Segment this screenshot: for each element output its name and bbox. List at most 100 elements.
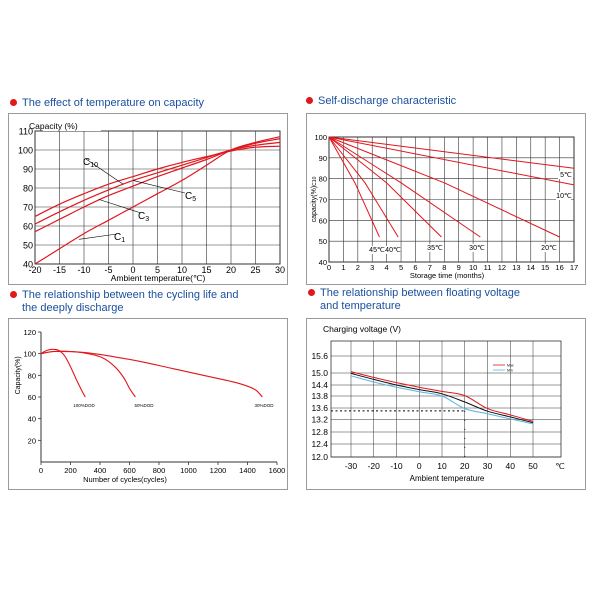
x-tick-label: 16	[555, 263, 563, 272]
chart-temperature-capacity: -20 -15 -10 -5 0 5 10 15 20 25 30 40 50 60 70 80 90 100 11…	[18, 121, 285, 283]
x-tick-label: 1600	[269, 466, 286, 475]
x-axis-label: Ambient temperature	[410, 474, 485, 483]
series-label: 50%DOD	[134, 403, 154, 408]
x-tick-label: 5	[399, 263, 403, 272]
series-label: 20℃	[541, 245, 557, 252]
y-tick-label: 13.8	[311, 391, 328, 401]
heading-text: The effect of temperature on capacity	[22, 97, 205, 109]
curve-min	[350, 375, 534, 425]
chart-cycle-life: 0 200 400 600 800 1000 1200 1400 1600 20 40 60 80 100…	[15, 328, 286, 484]
y-tick-label: 100	[314, 133, 327, 142]
curve-c1	[34, 136, 281, 265]
x-tick-label: 30	[275, 265, 285, 275]
x-tick-label: 8	[442, 263, 446, 272]
curve-35c	[328, 136, 442, 238]
y-tick-label: 90	[319, 154, 327, 163]
series-label-c10: C10	[83, 157, 98, 169]
chart-panel-temperature-capacity: -20 -15 -10 -5 0 5 10 15 20 25 30 40 50 60 70 80 90 100 11…	[8, 113, 288, 285]
x-tick-label: 800	[153, 466, 166, 475]
x-tick-label: 6	[413, 263, 417, 272]
x-tick-label: -30	[345, 461, 358, 471]
x-axis-label: Ambient temperature(℃)	[111, 273, 206, 283]
x-tick-label: 13	[512, 263, 520, 272]
curve-30pct-dod	[40, 350, 263, 398]
leader-line	[85, 158, 124, 185]
y-tick-label: 60	[319, 216, 327, 225]
x-tick-label: 50	[528, 461, 538, 471]
legend-label: Min	[507, 369, 513, 373]
x-tick-label: 17	[570, 263, 578, 272]
series-label-backdrop	[369, 246, 384, 254]
heading-text: The relationship between the cycling lif…	[22, 289, 239, 301]
curve-5c	[328, 136, 575, 169]
y-axis-label: capacity(%)C10	[311, 176, 318, 222]
x-tick-label: 400	[94, 466, 107, 475]
x-tick-label: -20	[368, 461, 381, 471]
heading-floating-voltage: The relationship between floating voltag…	[308, 287, 520, 313]
series-label: 40℃	[385, 247, 401, 254]
y-tick-label: 14.4	[311, 380, 328, 390]
y-tick-label: 90	[23, 165, 33, 175]
y-tick-label: 70	[319, 196, 327, 205]
x-tick-label: 10	[177, 265, 187, 275]
x-tick-label: 11	[484, 263, 492, 272]
y-tick-label: 40	[28, 415, 36, 424]
series-label: 45℃	[369, 247, 385, 254]
x-tick-label: 10	[469, 263, 477, 272]
y-tick-label: 20	[28, 436, 36, 445]
series-label-backdrop	[469, 244, 484, 252]
y-tick-label: 60	[28, 393, 36, 402]
x-tick-label: 7	[428, 263, 432, 272]
x-axis-label: Storage time (months)	[410, 271, 485, 280]
x-tick-label: 1000	[180, 466, 197, 475]
bullet-icon	[308, 288, 315, 296]
y-tick-label: 15.6	[311, 351, 328, 361]
x-tick-label: 3	[370, 263, 374, 272]
leader-line	[79, 233, 118, 240]
y-tick-label: 50	[23, 241, 33, 251]
y-tick-label: 12.4	[311, 439, 328, 449]
y-tick-label: 100	[18, 146, 33, 156]
x-tick-label: 1400	[239, 466, 256, 475]
curve-c10	[34, 145, 281, 218]
series-label-c1: C1	[114, 232, 125, 244]
x-tick-label: 20	[226, 265, 236, 275]
x-tick-label: -5	[104, 265, 112, 275]
x-tick-label: 1200	[210, 466, 227, 475]
series-label-backdrop	[541, 244, 556, 252]
heading-text: Self-discharge characteristic	[318, 95, 457, 107]
x-tick-label: 30	[483, 461, 493, 471]
series-label: 100%DOD	[73, 403, 95, 408]
chart-floating-voltage: Charging voltage (V) -30 -20 -10 0 10 20 30 40 50…	[311, 324, 565, 483]
y-tick-label: 50	[319, 237, 327, 246]
curve-100pct-dod	[40, 348, 86, 398]
series-label-backdrop	[556, 192, 571, 200]
y-axis-label: Charging voltage (V)	[323, 324, 401, 334]
y-tick-label: 40	[23, 260, 33, 270]
x-tick-label: 200	[64, 466, 77, 475]
series-label: 5℃	[560, 172, 572, 179]
x-tick-label: 10	[437, 461, 447, 471]
y-tick-label: 80	[28, 371, 36, 380]
x-tick-label: 5	[155, 265, 160, 275]
x-tick-label: 20	[460, 461, 470, 471]
heading-temperature-capacity: The effect of temperature on capacity	[10, 97, 204, 110]
x-unit-label: ℃	[555, 461, 565, 471]
x-tick-label: 2	[356, 263, 360, 272]
leader-line	[98, 199, 142, 214]
chart-panel-cycle-life: 0 200 400 600 800 1000 1200 1400 1600 20 40 60 80 100…	[8, 318, 288, 490]
series-label-backdrop	[385, 246, 400, 254]
curve-20c	[328, 136, 560, 238]
x-tick-label: 0	[39, 466, 43, 475]
x-tick-label: 0	[130, 265, 135, 275]
y-tick-label: 13.6	[311, 403, 328, 413]
x-tick-label: 15	[541, 263, 549, 272]
y-tick-label: 13.2	[311, 415, 328, 425]
bullet-icon	[10, 290, 17, 298]
x-tick-label: 9	[457, 263, 461, 272]
curve-30c	[328, 136, 481, 238]
series-label-c5: C5	[185, 191, 196, 203]
plot-frame	[330, 340, 562, 458]
legend-label: Max	[507, 364, 514, 368]
x-axis-label: Number of cycles(cycles)	[83, 475, 167, 484]
